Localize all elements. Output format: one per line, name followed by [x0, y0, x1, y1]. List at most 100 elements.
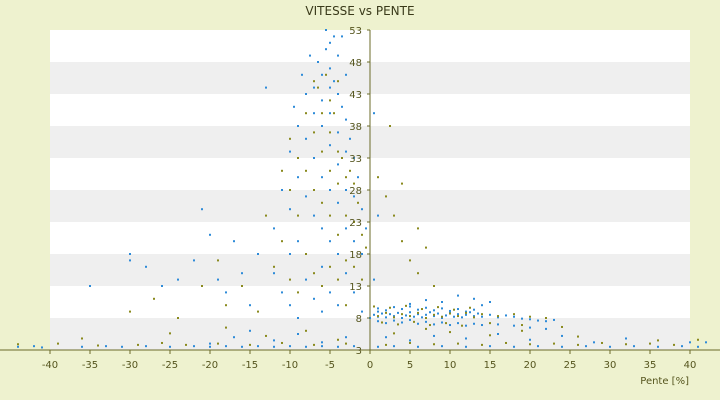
data-point: [705, 341, 707, 344]
data-point: [129, 259, 131, 262]
data-point: [625, 337, 627, 340]
data-point: [353, 291, 355, 294]
data-point: [209, 233, 211, 236]
data-point: [313, 214, 315, 217]
data-point: [377, 315, 379, 318]
data-point: [341, 157, 343, 159]
data-point: [365, 227, 367, 230]
x-axis-label: Pente [%]: [640, 376, 689, 387]
data-point: [337, 253, 339, 255]
data-point: [321, 310, 323, 313]
data-point: [385, 322, 387, 325]
data-point: [505, 314, 507, 317]
data-point: [577, 343, 579, 346]
data-point: [289, 278, 291, 281]
data-point: [265, 86, 267, 89]
data-point: [417, 345, 419, 348]
data-point: [201, 208, 203, 211]
data-point: [481, 313, 483, 316]
data-point: [401, 321, 403, 324]
data-point: [409, 315, 411, 318]
data-point: [105, 345, 107, 348]
data-point: [465, 324, 467, 327]
data-point: [337, 93, 339, 95]
x-tick-label: 30: [604, 360, 617, 371]
x-tick-label: -40: [42, 360, 58, 371]
data-point: [373, 278, 375, 281]
data-point: [377, 214, 379, 217]
data-point: [353, 157, 355, 159]
data-point: [345, 118, 347, 121]
data-point: [545, 317, 547, 319]
data-point: [425, 313, 427, 316]
data-point: [409, 339, 411, 342]
data-point: [329, 86, 331, 89]
data-point: [393, 214, 395, 217]
data-point: [473, 322, 475, 325]
data-point: [381, 312, 383, 315]
data-point: [317, 61, 319, 63]
data-point: [417, 308, 419, 311]
data-point: [405, 314, 407, 317]
data-point: [413, 315, 415, 318]
data-point: [481, 315, 483, 318]
data-point: [421, 308, 423, 311]
data-point: [377, 345, 379, 348]
data-point: [185, 343, 187, 346]
data-point: [529, 343, 531, 346]
data-point: [457, 313, 459, 316]
data-point: [437, 312, 439, 315]
data-point: [353, 240, 355, 243]
data-point: [289, 150, 291, 153]
data-point: [345, 150, 347, 153]
data-point: [545, 327, 547, 330]
data-point: [241, 272, 243, 275]
data-point: [377, 320, 379, 323]
x-tick-label: 0: [367, 360, 373, 371]
data-point: [329, 169, 331, 172]
data-point: [537, 345, 539, 348]
data-point: [341, 35, 343, 38]
data-point: [337, 182, 339, 185]
data-point: [349, 169, 351, 172]
data-point: [325, 29, 327, 31]
data-point: [313, 131, 315, 134]
data-point: [169, 332, 171, 335]
y-tick-label: 38: [349, 122, 362, 133]
data-point: [449, 331, 451, 334]
data-point: [377, 176, 379, 179]
data-point: [601, 341, 603, 344]
data-point: [465, 345, 467, 348]
data-point: [389, 313, 391, 316]
y-tick-label: 23: [349, 218, 362, 229]
data-point: [697, 338, 699, 341]
data-point: [325, 48, 327, 51]
data-point: [437, 306, 439, 309]
data-point: [389, 125, 391, 127]
data-point: [281, 341, 283, 344]
data-point: [409, 259, 411, 262]
data-point: [521, 329, 523, 332]
data-point: [393, 306, 395, 309]
data-point: [429, 324, 431, 327]
data-point: [337, 278, 339, 281]
data-point: [265, 214, 267, 217]
data-point: [313, 112, 315, 115]
data-point: [289, 345, 291, 348]
data-point: [329, 99, 331, 102]
data-point: [497, 315, 499, 318]
data-point: [313, 343, 315, 346]
data-point: [433, 323, 435, 326]
data-point: [57, 342, 59, 345]
data-point: [257, 345, 259, 348]
data-point: [393, 332, 395, 335]
data-point: [225, 326, 227, 329]
data-point: [481, 343, 483, 346]
data-point: [329, 67, 331, 70]
data-point: [465, 337, 467, 340]
data-point: [625, 343, 627, 346]
data-point: [409, 341, 411, 344]
